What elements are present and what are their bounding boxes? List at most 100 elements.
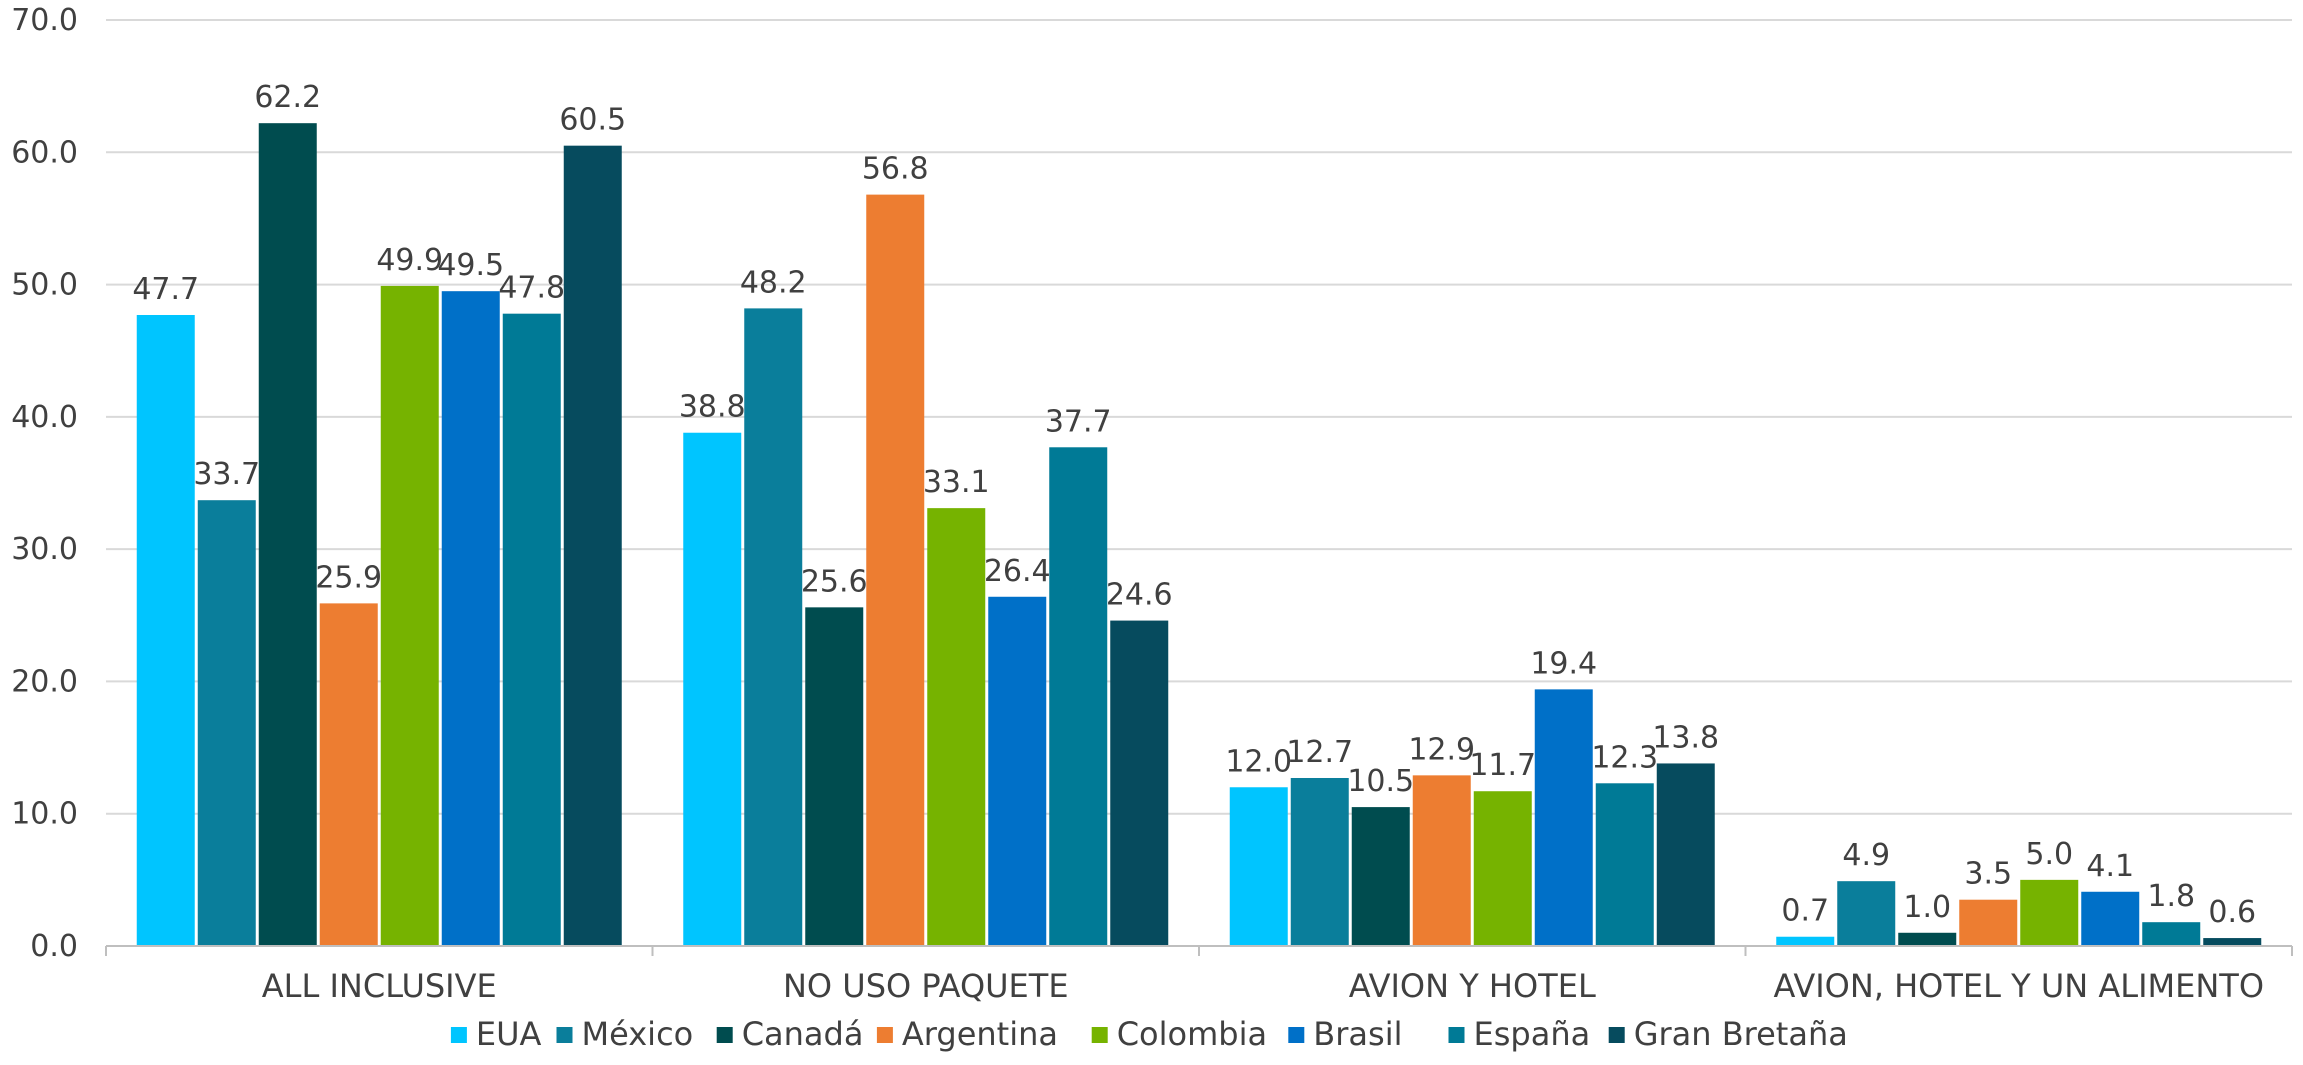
data-label: 13.8 [1652,720,1719,755]
bar [1776,936,1835,946]
data-label: 5.0 [2025,837,2073,872]
legend-label: México [582,1015,694,1053]
bar [1898,932,1957,946]
data-label: 49.5 [437,248,504,283]
bar [1290,777,1349,946]
data-label: 10.5 [1347,764,1414,799]
legend-swatch [556,1027,573,1043]
legend-item: Colombia [1091,1015,1267,1053]
bar [2020,879,2079,946]
y-tick-label: 60.0 [11,135,78,170]
data-label: 1.8 [2147,879,2195,914]
y-tick-label: 20.0 [11,664,78,699]
bar [683,432,742,946]
x-category-label: AVION Y HOTEL [1349,967,1596,1005]
bar [563,145,622,946]
legend-item: México [556,1015,694,1053]
legend-label: Colombia [1117,1015,1267,1053]
bar [2142,922,2201,946]
y-tick-label: 10.0 [11,797,78,832]
legend-item: Brasil [1288,1015,1402,1053]
legend-swatch [716,1027,733,1043]
data-label: 12.9 [1408,732,1475,767]
legend-swatch [1288,1027,1305,1043]
legend-label: Brasil [1313,1015,1402,1053]
x-category-label: AVION, HOTEL Y UN ALIMENTO [1773,967,2264,1005]
bar [2081,891,2140,946]
data-label: 38.8 [679,390,746,425]
legend-item: EUA [450,1015,542,1053]
bar [744,308,803,947]
bar [1412,775,1471,946]
bar [1656,763,1715,946]
x-category-label: NO USO PAQUETE [783,967,1069,1005]
y-tick-label: 70.0 [11,3,78,38]
legend-swatch [450,1027,467,1043]
data-label: 47.8 [498,271,565,306]
data-label: 33.7 [193,457,260,492]
data-label: 49.9 [376,243,443,278]
data-labels: 47.7 33.7 62.2 25.9 49.949.547.8 60.5 38.8 48.2… [132,80,2256,930]
bar [319,603,378,946]
bar [380,285,439,946]
bar [502,313,561,946]
data-label: 3.5 [1964,857,2012,892]
legend-item: Gran Bretaña [1608,1015,1848,1053]
bar [1595,783,1654,946]
data-label: 0.6 [2208,895,2256,930]
bar [197,500,256,946]
data-label: 4.1 [2086,849,2134,884]
data-label: 24.6 [1106,578,1173,613]
data-label: 25.9 [315,560,382,595]
legend-item: Canadá [716,1015,864,1053]
data-label: 47.7 [132,272,199,307]
data-label: 37.7 [1045,404,1112,439]
bar [1049,447,1108,946]
data-label: 62.2 [254,80,321,115]
x-category-label: ALL INCLUSIVE [262,967,497,1005]
bar [258,123,317,946]
data-label: 33.1 [923,465,990,500]
legend-swatch [876,1027,893,1043]
bar [866,194,925,947]
data-label: 60.5 [559,103,626,138]
y-tick-label: 30.0 [11,532,78,567]
legend-label: Canadá [742,1015,864,1053]
data-label: 56.8 [862,152,929,187]
y-tick-label: 50.0 [11,268,78,303]
data-label: 0.7 [1781,894,1829,929]
legend-swatch [1091,1027,1108,1043]
data-label: 19.4 [1530,646,1597,681]
bar [1351,807,1410,946]
bar [136,314,195,946]
legend-swatch [1608,1027,1625,1043]
bars [136,123,2262,947]
bar [805,607,864,946]
bar [441,291,500,947]
bar [1837,881,1896,946]
data-label: 4.9 [1842,838,1890,873]
legend-item: Argentina [876,1015,1058,1053]
data-label: 12.0 [1225,744,1292,779]
y-tick-label: 40.0 [11,400,78,435]
bar [988,596,1047,946]
bar [1110,620,1169,946]
data-label: 12.3 [1591,740,1658,775]
bar [927,508,986,946]
data-label: 25.6 [801,564,868,599]
bar [2203,938,2262,946]
bar [1473,791,1532,946]
legend-item: España [1448,1015,1591,1053]
data-label: 48.2 [740,265,807,300]
legend-label: España [1474,1015,1591,1053]
data-label: 1.0 [1903,890,1951,925]
legend-label: Gran Bretaña [1634,1015,1848,1053]
y-tick-label: 0.0 [30,929,78,964]
bar [1229,787,1288,946]
bar [1959,899,2018,946]
legend-swatch [1448,1027,1465,1043]
data-label: 11.7 [1469,748,1536,783]
x-axis: ALL INCLUSIVE NO USO PAQUETE AVION Y HOTEL… [105,945,2293,1005]
y-axis: 0.0 10.0 20.0 30.0 40.0 50.0 60.0 70.0 [11,3,78,964]
